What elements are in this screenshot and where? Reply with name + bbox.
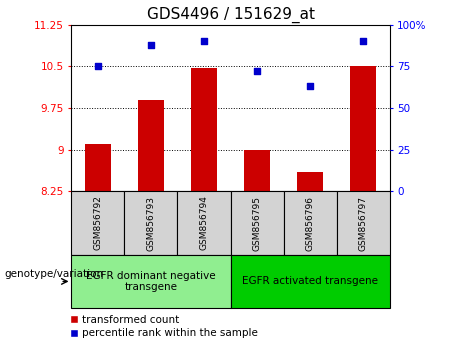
Title: GDS4496 / 151629_at: GDS4496 / 151629_at	[147, 7, 314, 23]
Bar	[230, 255, 390, 308]
Bar	[244, 150, 270, 191]
Point	[359, 39, 366, 44]
Bar	[71, 191, 124, 255]
Text: EGFR activated transgene: EGFR activated transgene	[242, 276, 378, 286]
Text: GSM856794: GSM856794	[200, 195, 208, 251]
Point	[94, 63, 101, 69]
Bar	[297, 172, 323, 191]
Bar	[138, 100, 164, 191]
Point	[148, 42, 155, 47]
Bar	[191, 68, 217, 191]
Text: EGFR dominant negative
transgene: EGFR dominant negative transgene	[86, 270, 216, 292]
Text: GSM856796: GSM856796	[306, 195, 314, 251]
Text: GSM856792: GSM856792	[94, 195, 102, 251]
Bar	[350, 67, 376, 191]
Bar	[177, 191, 230, 255]
Bar	[230, 191, 284, 255]
Legend: transformed count, percentile rank within the sample: transformed count, percentile rank withi…	[67, 313, 260, 341]
Bar	[85, 144, 111, 191]
Bar	[71, 255, 230, 308]
Point	[306, 84, 313, 89]
Bar	[124, 191, 177, 255]
Bar	[337, 191, 390, 255]
Text: genotype/variation: genotype/variation	[5, 269, 104, 279]
Text: GSM856795: GSM856795	[253, 195, 261, 251]
Point	[200, 39, 207, 44]
Point	[254, 69, 261, 74]
Text: GSM856793: GSM856793	[147, 195, 155, 251]
Bar	[284, 191, 337, 255]
Text: GSM856797: GSM856797	[359, 195, 367, 251]
